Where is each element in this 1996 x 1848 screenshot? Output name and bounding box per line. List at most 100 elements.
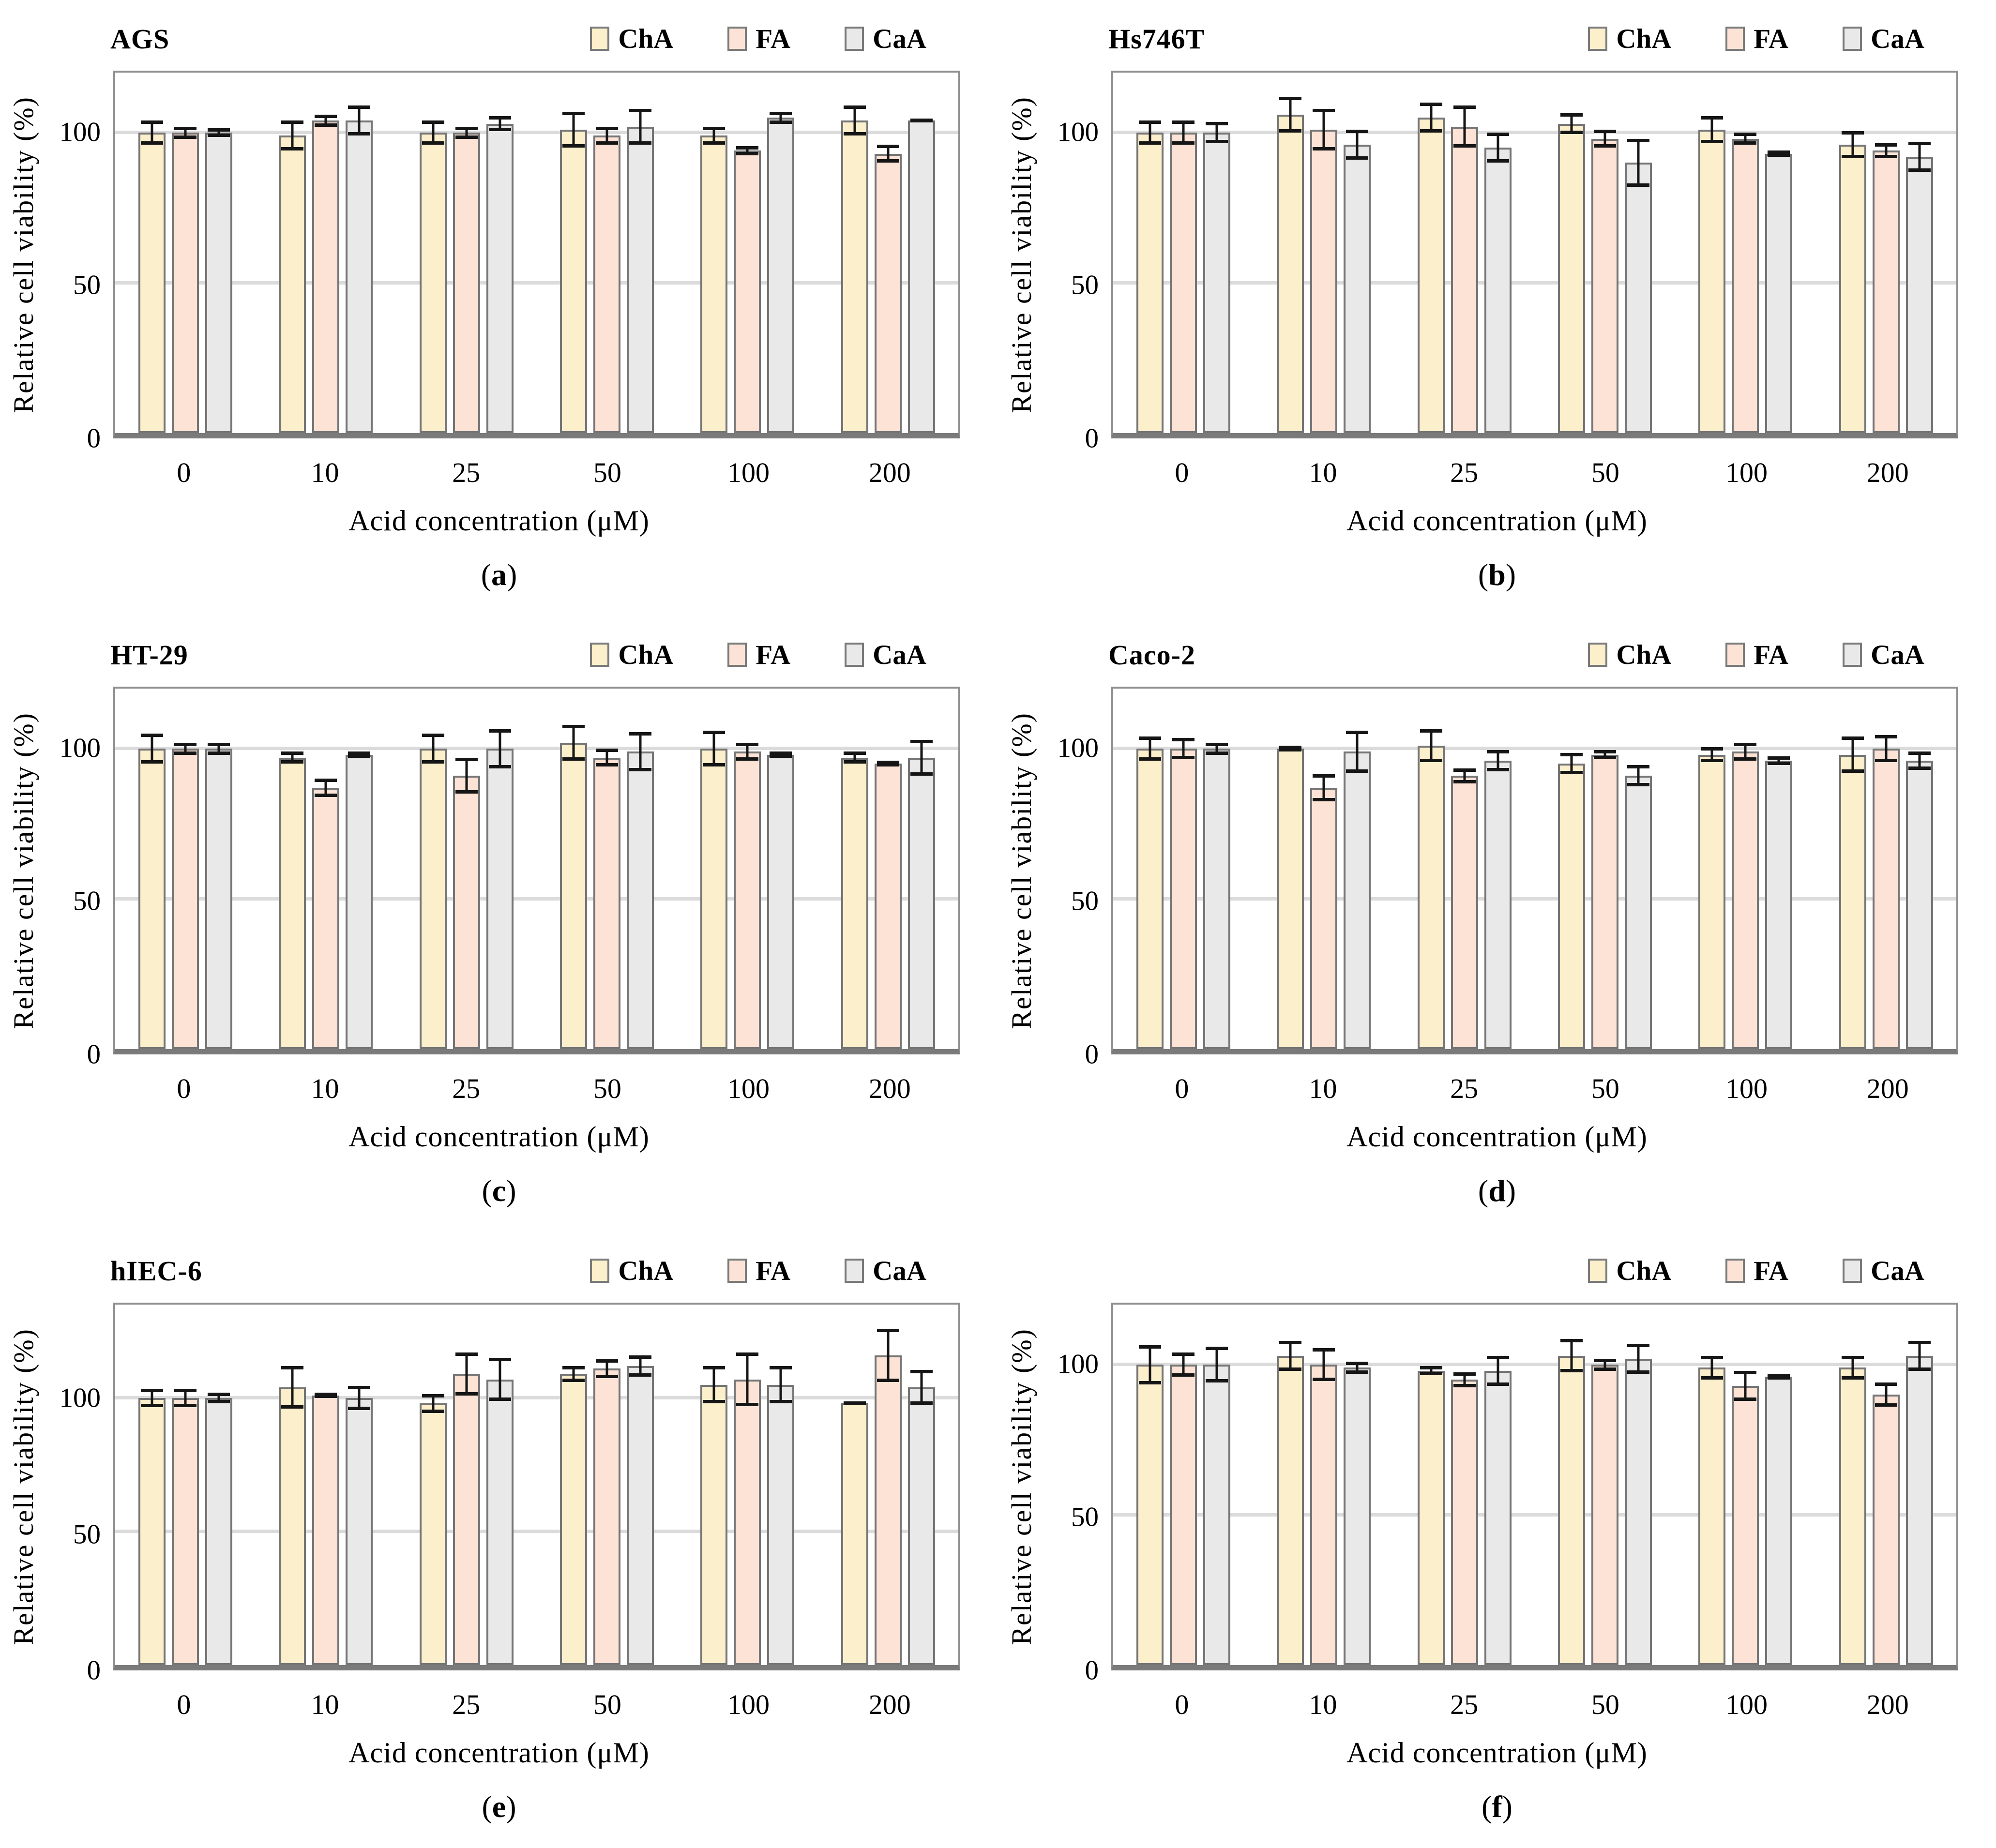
- panel-title: AGS: [110, 23, 170, 55]
- error-bar: [843, 105, 866, 136]
- bar-group-200: [1816, 73, 1956, 433]
- error-bar-stem: [572, 1366, 575, 1382]
- bar-CaA: [346, 1398, 373, 1665]
- bar-FA: [172, 133, 199, 433]
- error-bar: [1560, 113, 1583, 135]
- bar-slot: [734, 73, 761, 433]
- error-bar: [736, 742, 759, 761]
- chart-body: Relative cell viability (%) 0 50 100: [998, 687, 1958, 1068]
- error-bar-cap-bottom: [1346, 1370, 1369, 1374]
- bar-group-10: [1254, 73, 1394, 433]
- x-tick-label: 50: [593, 1073, 621, 1104]
- error-bar-stem: [1497, 133, 1499, 163]
- bar-group-0: [115, 73, 256, 433]
- x-tick-label: 10: [1309, 1073, 1337, 1104]
- bar-slot: [1732, 73, 1759, 433]
- bar-ChA: [279, 135, 306, 433]
- bar-CaA: [1765, 153, 1793, 433]
- error-bar-cap-bottom: [315, 123, 337, 127]
- bar-FA: [1591, 138, 1619, 433]
- error-bar: [562, 724, 585, 761]
- error-bar-stem: [1322, 108, 1325, 151]
- error-bar-cap-bottom: [843, 1401, 866, 1405]
- error-bar-cap-top: [1346, 730, 1369, 734]
- bar-slot: [1591, 689, 1619, 1049]
- bar-slot: [1591, 73, 1619, 433]
- error-bar-cap-top: [1768, 150, 1790, 154]
- panel-header: ChA FA CaA: [998, 1239, 1996, 1303]
- panel-f: ChA FA CaA Relative cell viability (%) 0 50 10…: [998, 1232, 1996, 1848]
- error-bar-cap-bottom: [1486, 159, 1509, 163]
- legend-item-FA: FA: [727, 1255, 790, 1287]
- error-bar-stem: [920, 1370, 923, 1405]
- error-bar: [843, 1401, 866, 1406]
- error-bar: [1841, 131, 1864, 158]
- legend-label: ChA: [1616, 1255, 1672, 1286]
- error-bar-stem: [712, 1366, 715, 1404]
- error-bar: [1841, 736, 1864, 773]
- y-axis: 0 50 100: [46, 687, 113, 1068]
- error-bar-stem: [1215, 1346, 1218, 1383]
- error-bar: [1453, 1372, 1476, 1387]
- bar-FA: [453, 776, 480, 1049]
- error-bar-cap-bottom: [1768, 1376, 1790, 1380]
- error-bar-stem: [184, 126, 187, 139]
- bar-slot: [1451, 73, 1478, 433]
- error-bar-cap-bottom: [1313, 797, 1335, 801]
- caption-letter: b: [1488, 557, 1506, 592]
- error-bar: [1420, 1366, 1442, 1375]
- error-bar-stem: [712, 126, 715, 145]
- error-bar-stem: [1289, 96, 1292, 133]
- bar-ChA: [1277, 114, 1304, 433]
- legend: ChA FA CaA: [1588, 639, 1924, 671]
- caption-paren-close: ): [506, 1173, 516, 1208]
- error-bar-cap-bottom: [1908, 1367, 1931, 1371]
- bar-slot: [279, 1305, 306, 1665]
- error-bar: [703, 730, 726, 767]
- error-bar-cap-bottom: [1627, 183, 1650, 187]
- x-tick-label: 10: [311, 1073, 339, 1104]
- error-bar-stem: [499, 729, 501, 768]
- x-tick-label: 50: [593, 457, 621, 488]
- bar-CaA: [205, 133, 233, 433]
- error-bar-stem: [499, 1358, 501, 1401]
- bar-FA: [874, 764, 902, 1049]
- bar-groups: [115, 689, 958, 1049]
- error-bar: [1206, 122, 1228, 143]
- error-bar-cap-bottom: [1594, 755, 1617, 759]
- error-bar-cap-bottom: [174, 1404, 197, 1408]
- error-bar-stem: [572, 111, 575, 148]
- error-bar-cap-bottom: [1139, 1381, 1162, 1384]
- x-tick-label: 25: [452, 1073, 481, 1104]
- error-bar: [843, 751, 866, 764]
- error-bar-stem: [1603, 750, 1606, 759]
- error-bar: [1908, 141, 1931, 172]
- bar-ChA: [1558, 123, 1586, 433]
- error-bar: [1139, 120, 1162, 145]
- error-bar-cap-top: [208, 742, 230, 746]
- error-bar: [1734, 133, 1757, 145]
- error-bar-cap-top: [1486, 133, 1509, 136]
- error-bar-stem: [887, 1328, 890, 1382]
- error-bar: [1875, 143, 1897, 158]
- error-bar-stem: [746, 146, 749, 155]
- error-bar-cap-top: [1560, 1339, 1583, 1343]
- bar-CaA: [1765, 761, 1793, 1049]
- error-bar-stem: [1322, 1348, 1325, 1382]
- error-bar-cap-top: [910, 739, 933, 743]
- bar-CaA: [1203, 133, 1231, 433]
- error-bar: [455, 126, 478, 139]
- error-bar-cap-bottom: [488, 765, 511, 768]
- caption-letter: a: [491, 557, 507, 592]
- bar-FA: [1872, 150, 1900, 433]
- error-bar-stem: [1182, 120, 1185, 145]
- y-tick-label: 100: [1057, 733, 1099, 764]
- error-bar: [488, 729, 511, 768]
- error-bar-cap-top: [315, 1393, 337, 1397]
- error-bar-cap-bottom: [455, 1392, 478, 1396]
- panel-header: Hs746T ChA FA CaA: [998, 7, 1996, 71]
- x-axis: 0 10 25 50 100 200: [113, 1075, 960, 1103]
- bar-slot: [279, 689, 306, 1049]
- error-bar-cap-top: [1734, 742, 1757, 746]
- error-bar-cap-top: [703, 126, 726, 130]
